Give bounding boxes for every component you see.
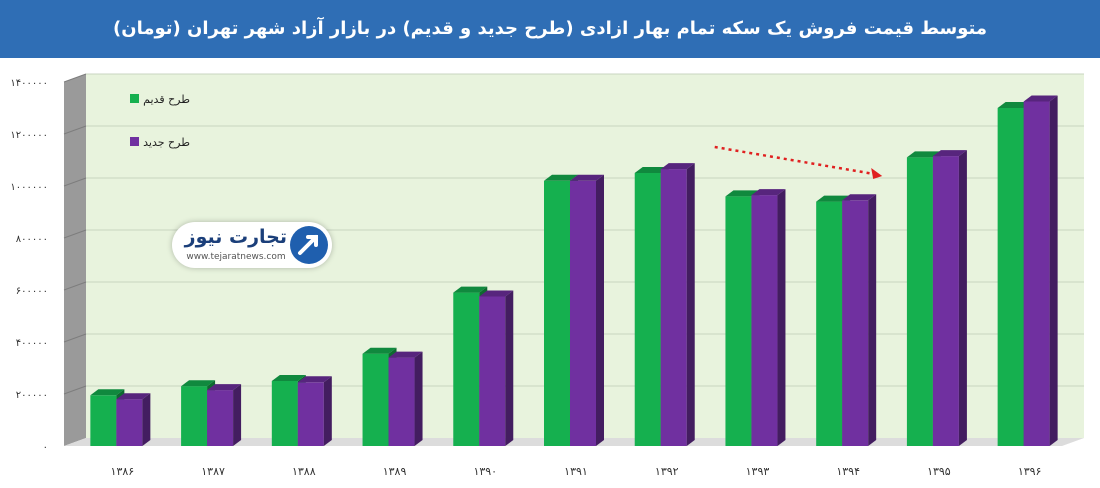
gridline bbox=[63, 385, 87, 395]
bar bbox=[207, 390, 234, 446]
gridline bbox=[63, 125, 87, 135]
x-tick-label: ۱۳۹۱ bbox=[564, 465, 588, 478]
x-tick-label: ۱۳۹۶ bbox=[1018, 465, 1042, 478]
bar-top bbox=[725, 190, 760, 197]
bar-top bbox=[116, 393, 151, 400]
y-tick-label: ۰ bbox=[43, 442, 48, 453]
bar bbox=[660, 169, 687, 446]
x-tick-label: ۱۳۹۵ bbox=[927, 465, 951, 478]
legend-label: طرح جدید bbox=[143, 136, 190, 149]
y-tick-label: ۶۰۰۰۰۰ bbox=[16, 286, 48, 297]
y-tick-label: ۲۰۰۰۰۰ bbox=[16, 390, 48, 401]
bar-side bbox=[233, 384, 242, 446]
bar bbox=[479, 296, 506, 446]
bar-side bbox=[777, 189, 786, 446]
bar bbox=[842, 200, 869, 446]
side-wall bbox=[64, 74, 86, 446]
bar-chart: ۰ ۲۰۰۰۰۰ ۴۰۰۰۰۰ ۶۰۰۰۰۰ ۸۰۰۰۰۰ ۱۰۰۰۰۰۰ ۱۲۰۰۰۰۰ ۱… bbox=[10, 73, 1084, 478]
x-tick-label: ۱۳۹۰ bbox=[473, 465, 497, 478]
bar bbox=[997, 108, 1024, 446]
x-tick-label: ۱۳۸۸ bbox=[292, 465, 316, 478]
bar bbox=[932, 156, 959, 446]
bar bbox=[725, 196, 752, 446]
x-tick-label: ۱۳۸۹ bbox=[383, 465, 407, 478]
bar bbox=[751, 195, 778, 446]
bar bbox=[362, 353, 389, 446]
bar bbox=[297, 382, 324, 446]
bar bbox=[570, 180, 596, 447]
x-tick-label: ۱۳۹۴ bbox=[836, 465, 860, 478]
chart-header bbox=[0, 0, 1100, 58]
bar bbox=[388, 357, 415, 446]
legend-swatch bbox=[130, 137, 139, 146]
bar bbox=[544, 180, 570, 447]
bar-top bbox=[181, 380, 216, 387]
bar-top bbox=[297, 376, 332, 383]
trend-arrow-line bbox=[714, 145, 875, 176]
bar-side bbox=[596, 174, 604, 447]
legend-label: طرح قدیم bbox=[143, 93, 190, 106]
bar-top bbox=[997, 102, 1032, 108]
bar bbox=[271, 381, 298, 446]
trend-arrow-head bbox=[871, 168, 883, 179]
logo-mark-icon bbox=[290, 226, 328, 264]
x-tick-label: ۱۳۹۲ bbox=[655, 465, 679, 478]
bar-top bbox=[906, 151, 941, 158]
bar bbox=[1023, 101, 1050, 446]
bar-side bbox=[958, 150, 967, 446]
logo-name: تجارت نیوز bbox=[184, 226, 287, 248]
logo-url: www.tejaratnews.com bbox=[186, 252, 286, 262]
bar bbox=[816, 201, 843, 446]
gridline bbox=[63, 281, 87, 291]
bar bbox=[634, 173, 661, 446]
bar bbox=[116, 399, 143, 446]
bar bbox=[90, 395, 117, 446]
bar-top bbox=[90, 389, 125, 396]
bar-top bbox=[1023, 95, 1058, 102]
chart-title: متوسط قیمت فروش یک سکه تمام بهار ازادی (… bbox=[112, 18, 988, 39]
y-tick-label: ۸۰۰۰۰۰ bbox=[16, 234, 48, 245]
bar bbox=[181, 386, 208, 446]
y-tick-label: ۱۲۰۰۰۰۰ bbox=[10, 130, 48, 141]
bar-top bbox=[842, 194, 877, 201]
legend-swatch bbox=[130, 94, 139, 103]
bar bbox=[906, 157, 933, 446]
bar-top bbox=[207, 384, 242, 391]
bar-top bbox=[388, 351, 423, 358]
bar-top bbox=[362, 347, 397, 354]
bar-top bbox=[544, 174, 578, 181]
bar-top bbox=[816, 195, 851, 202]
bar-side bbox=[1049, 95, 1058, 446]
bar-top bbox=[570, 174, 604, 181]
bar-side bbox=[142, 393, 151, 446]
bar-side bbox=[868, 194, 877, 446]
bar bbox=[453, 292, 480, 446]
bar-side bbox=[323, 376, 332, 446]
bar-top bbox=[271, 375, 306, 381]
bar-top bbox=[453, 286, 488, 293]
x-tick-label: ۱۳۸۶ bbox=[111, 465, 135, 478]
gridline bbox=[63, 333, 87, 343]
x-tick-label: ۱۳۹۳ bbox=[746, 465, 770, 478]
gridline bbox=[63, 229, 87, 239]
bar-side bbox=[414, 351, 423, 446]
bar-top bbox=[932, 150, 967, 157]
x-tick-label: ۱۳۸۷ bbox=[201, 465, 225, 478]
y-tick-label: ۱۴۰۰۰۰۰ bbox=[10, 78, 48, 89]
bar-side bbox=[505, 290, 514, 446]
bar-top bbox=[634, 167, 669, 173]
gridline bbox=[63, 73, 87, 83]
bar-side bbox=[686, 163, 695, 446]
bar-top bbox=[660, 163, 695, 170]
bar-top bbox=[751, 189, 786, 196]
gridline bbox=[63, 177, 87, 187]
watermark-logo: تجارت نیوز www.tejaratnews.com bbox=[172, 222, 332, 268]
y-tick-label: ۱۰۰۰۰۰۰ bbox=[10, 182, 48, 193]
bar-top bbox=[479, 290, 514, 297]
y-tick-label: ۴۰۰۰۰۰ bbox=[16, 338, 48, 349]
